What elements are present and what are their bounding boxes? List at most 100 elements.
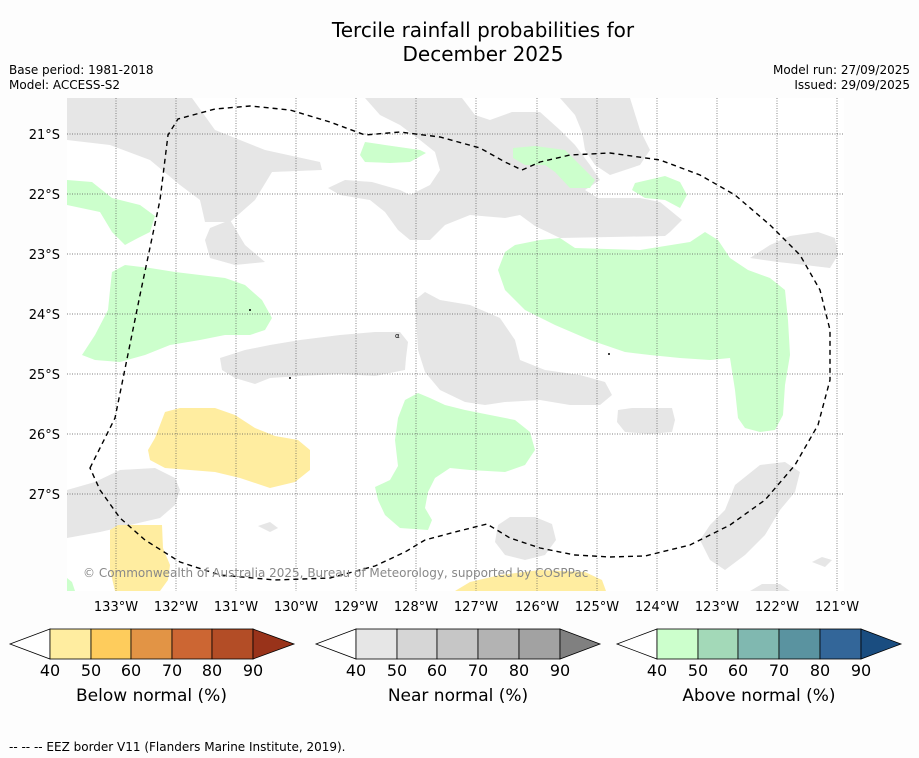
- colorbar-above-tick-70: 70: [769, 661, 789, 680]
- colorbar-near-tick-60: 60: [427, 661, 447, 680]
- lon-label-129: 129°W: [334, 600, 378, 615]
- colorbar-near-tick-70: 70: [468, 661, 488, 680]
- colorbar-above-tick-40: 40: [647, 661, 667, 680]
- colorbar-above-label: Above normal (%): [682, 686, 836, 706]
- lon-label-124: 124°W: [635, 600, 679, 615]
- colorbar-near-tick-50: 50: [387, 661, 407, 680]
- latitude-labels: 21°S 22°S 23°S 24°S 25°S 26°S 27°S: [29, 128, 60, 503]
- colorbar-below-tick-40: 40: [40, 661, 60, 680]
- colorbar-above-under-triangle: [615, 628, 658, 660]
- model-name: Model: ACCESS-S2: [9, 78, 121, 92]
- colorbar-below-tick-70: 70: [162, 661, 182, 680]
- copyright-text: © Commonwealth of Australia 2025, Bureau…: [83, 566, 588, 580]
- colorbar-near-tick-40: 40: [346, 661, 366, 680]
- colorbar-below-tick-60: 60: [121, 661, 141, 680]
- lat-label-22: 22°S: [29, 188, 60, 203]
- near-region-east-edge: [750, 232, 838, 268]
- colorbar-near-over-triangle: [559, 628, 602, 660]
- colorbar-above-swatch-2: [737, 628, 780, 660]
- near-region-nw: [67, 98, 322, 222]
- colorbar-near: 40 50 60 70 80 90: [314, 628, 602, 680]
- lat-label-25: 25°S: [29, 368, 60, 383]
- colorbar-below-tick-80: 80: [202, 661, 222, 680]
- colorbar-above-swatch-0: [656, 628, 699, 660]
- colorbar-near-swatch-0: [355, 628, 398, 660]
- below-region-south: [455, 570, 606, 591]
- eez-footnote: -- -- -- EEZ border V11 (Flanders Marine…: [9, 740, 346, 754]
- lon-label-133: 133°W: [94, 600, 138, 615]
- eez-border: [89, 105, 831, 581]
- near-region-small-east: [617, 408, 675, 434]
- lon-label-125: 125°W: [575, 600, 619, 615]
- above-region-small-ne: [513, 146, 595, 188]
- lon-label-122: 122°W: [755, 600, 799, 615]
- near-region-south-central: [495, 517, 556, 560]
- longitude-labels: 133°W 132°W 131°W 130°W 129°W 128°W 127°…: [94, 600, 859, 615]
- colorbar-below-swatch-0: [49, 628, 92, 660]
- above-region-w: [82, 265, 272, 362]
- colorbar-above-swatch-3: [778, 628, 821, 660]
- colorbar-near-label: Near normal (%): [387, 686, 529, 706]
- lon-label-126: 126°W: [515, 600, 559, 615]
- colorbar-below-swatch-4: [211, 628, 254, 660]
- colorbar-below-swatch-2: [130, 628, 173, 660]
- colorbar-below: 40 50 60 70 80 90: [8, 628, 296, 680]
- colorbar-above-tick-90: 90: [851, 661, 871, 680]
- island-marker-3: [608, 353, 610, 355]
- near-region-tiny-2: [812, 557, 832, 567]
- lat-label-27: 27°S: [29, 488, 60, 503]
- colorbar-above: 40 50 60 70 80 90: [615, 628, 903, 680]
- lon-label-130: 130°W: [274, 600, 318, 615]
- meta-right: Model run: 27/09/2025 Issued: 29/09/2025: [773, 63, 910, 93]
- lat-label-24: 24°S: [29, 308, 60, 323]
- lat-label-23: 23°S: [29, 248, 60, 263]
- colorbar-near-tick-90: 90: [550, 661, 570, 680]
- colorbar-below-over-triangle: [252, 628, 296, 660]
- meta-left: Base period: 1981-2018 Model: ACCESS-S2: [9, 63, 154, 93]
- graticule: [67, 98, 844, 591]
- colorbar-below-label: Below normal (%): [76, 686, 227, 706]
- above-region-sw-corner: [67, 578, 75, 591]
- colorbar-above-tick-80: 80: [810, 661, 830, 680]
- colorbar-below-tick-50: 50: [81, 661, 101, 680]
- title-line-2: December 2025: [402, 42, 564, 66]
- lat-label-26: 26°S: [29, 428, 60, 443]
- island-marker-4: [289, 377, 291, 379]
- below-normal-regions: [110, 408, 606, 591]
- model-run: Model run: 27/09/2025: [772, 63, 910, 77]
- colorbar-above-swatch-4: [819, 628, 862, 660]
- colorbar-below-tick-90: 90: [243, 661, 263, 680]
- lon-label-132: 132°W: [154, 600, 198, 615]
- near-region-southwest: [67, 468, 180, 538]
- near-region-center: [415, 292, 612, 405]
- base-period: Base period: 1981-2018: [9, 63, 154, 77]
- colorbar-near-under-triangle: [314, 628, 357, 660]
- colorbar-below-swatch-3: [171, 628, 213, 660]
- lon-label-123: 123°W: [695, 600, 739, 615]
- colorbar-below-under-triangle: [8, 628, 51, 660]
- island-marker-2: α: [395, 332, 400, 340]
- colorbar-above-tick-50: 50: [688, 661, 708, 680]
- below-region-west: [148, 408, 310, 488]
- above-region-center: [375, 393, 535, 530]
- colorbar-near-swatch-3: [477, 628, 520, 660]
- colorbar-above-swatch-1: [697, 628, 739, 660]
- near-region-west-strip: [220, 332, 408, 384]
- colorbar-near-swatch-1: [396, 628, 438, 660]
- lon-label-127: 127°W: [454, 600, 498, 615]
- lon-label-121: 121°W: [815, 600, 859, 615]
- colorbar-above-over-triangle: [860, 628, 903, 660]
- near-region-tiny-3: [750, 584, 790, 591]
- title-line-1: Tercile rainfall probabilities for: [331, 18, 635, 42]
- above-region-east-large: [498, 232, 790, 432]
- near-region-tiny-1: [258, 522, 278, 532]
- colorbar-below-swatch-1: [90, 628, 132, 660]
- colorbar-above-tick-60: 60: [728, 661, 748, 680]
- above-normal-regions: [67, 142, 790, 591]
- colorbar-near-swatch-2: [436, 628, 479, 660]
- issued-date: Issued: 29/09/2025: [794, 78, 910, 92]
- lon-label-131: 131°W: [214, 600, 258, 615]
- map-title: Tercile rainfall probabilities for Decem…: [0, 18, 919, 66]
- island-marker-1: [249, 309, 251, 311]
